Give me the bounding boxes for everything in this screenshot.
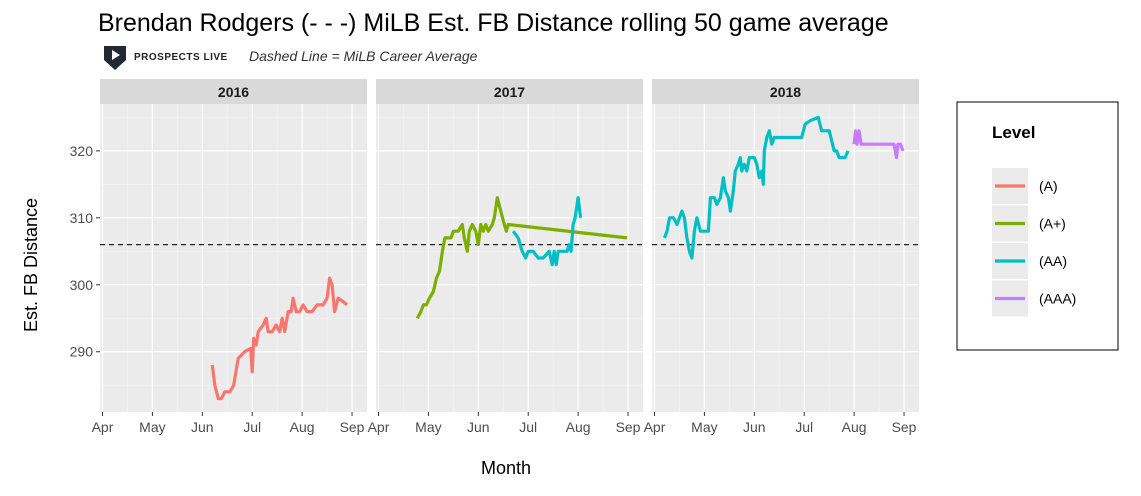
facet-strip xyxy=(652,79,919,104)
legend-entry: (AAA) xyxy=(992,280,1076,317)
x-tick-label: Aug xyxy=(842,419,867,435)
caption-note: Dashed Line = MiLB Career Average xyxy=(249,48,478,64)
prospects-live-logo: PROSPECTS LIVE xyxy=(104,46,228,70)
series-line-aa xyxy=(663,115,850,260)
legend-entry: (A+) xyxy=(992,205,1066,242)
x-tick-label: Sep xyxy=(340,419,365,435)
plot-background xyxy=(652,104,919,412)
x-tick-label: Apr xyxy=(644,419,666,435)
y-axis-title: Est. FB Distance xyxy=(21,198,41,332)
x-axis-title: Month xyxy=(481,458,531,478)
facet-strip-label: 2017 xyxy=(494,84,525,100)
facet-strip xyxy=(376,79,643,104)
facet-strip-label: 2016 xyxy=(218,84,249,100)
x-tick-label: Sep xyxy=(892,419,917,435)
legend-label: (AA) xyxy=(1039,253,1067,269)
chart-title: Brendan Rodgers (- - -) MiLB Est. FB Dis… xyxy=(98,9,889,37)
legend-label: (A) xyxy=(1039,178,1058,194)
x-tick-label: Apr xyxy=(92,419,114,435)
facet-strip-label: 2018 xyxy=(770,84,801,100)
facet-strip xyxy=(100,79,367,104)
x-tick-label: Aug xyxy=(566,419,591,435)
facet-panel-2017: 2017 Apr May Jun Jul Aug Sep xyxy=(368,79,643,435)
facet-panel-2018: 2018 Apr May Jun Jul Aug Sep xyxy=(644,79,919,435)
x-tick-label: Jun xyxy=(191,419,214,435)
legend-title: Level xyxy=(992,123,1035,142)
y-tick-label: 300 xyxy=(70,277,94,293)
x-tick-label: Jul xyxy=(519,419,537,435)
plot-background xyxy=(100,104,367,412)
legend-label: (AAA) xyxy=(1039,291,1076,307)
x-tick-label: Jul xyxy=(243,419,261,435)
series-line-aaa xyxy=(852,129,905,160)
logo-text: PROSPECTS LIVE xyxy=(134,52,228,63)
x-tick-label: May xyxy=(415,419,441,435)
x-tick-label: Jun xyxy=(743,419,766,435)
x-tick-label: May xyxy=(691,419,717,435)
plot-background xyxy=(376,104,643,412)
y-tick-label: 320 xyxy=(70,143,94,159)
legend-entry: (AA) xyxy=(992,243,1067,279)
series-line-aa xyxy=(511,196,583,267)
facet-panel-2016: 2016 Apr May Jun Jul Aug Sep 290 300 310 320 xyxy=(70,79,367,435)
x-tick-label: Apr xyxy=(368,419,390,435)
x-tick-label: Jul xyxy=(795,419,813,435)
x-tick-label: Aug xyxy=(290,419,315,435)
series-line-a xyxy=(210,276,349,401)
series-line-aplus xyxy=(415,196,628,320)
x-tick-label: Jun xyxy=(467,419,490,435)
legend-label: (A+) xyxy=(1039,216,1066,232)
y-tick-label: 310 xyxy=(70,210,94,226)
legend-box xyxy=(956,101,1119,351)
y-tick-label: 290 xyxy=(70,344,94,360)
facet-panels: 2016 Apr May Jun Jul Aug Sep 290 300 310 320 2017 Ap… xyxy=(70,79,919,435)
x-tick-label: Sep xyxy=(616,419,641,435)
x-tick-label: May xyxy=(139,419,165,435)
legend-entry: (A) xyxy=(992,168,1058,204)
legend: Level (A) (A+) (AA) (AAA) xyxy=(956,101,1119,351)
